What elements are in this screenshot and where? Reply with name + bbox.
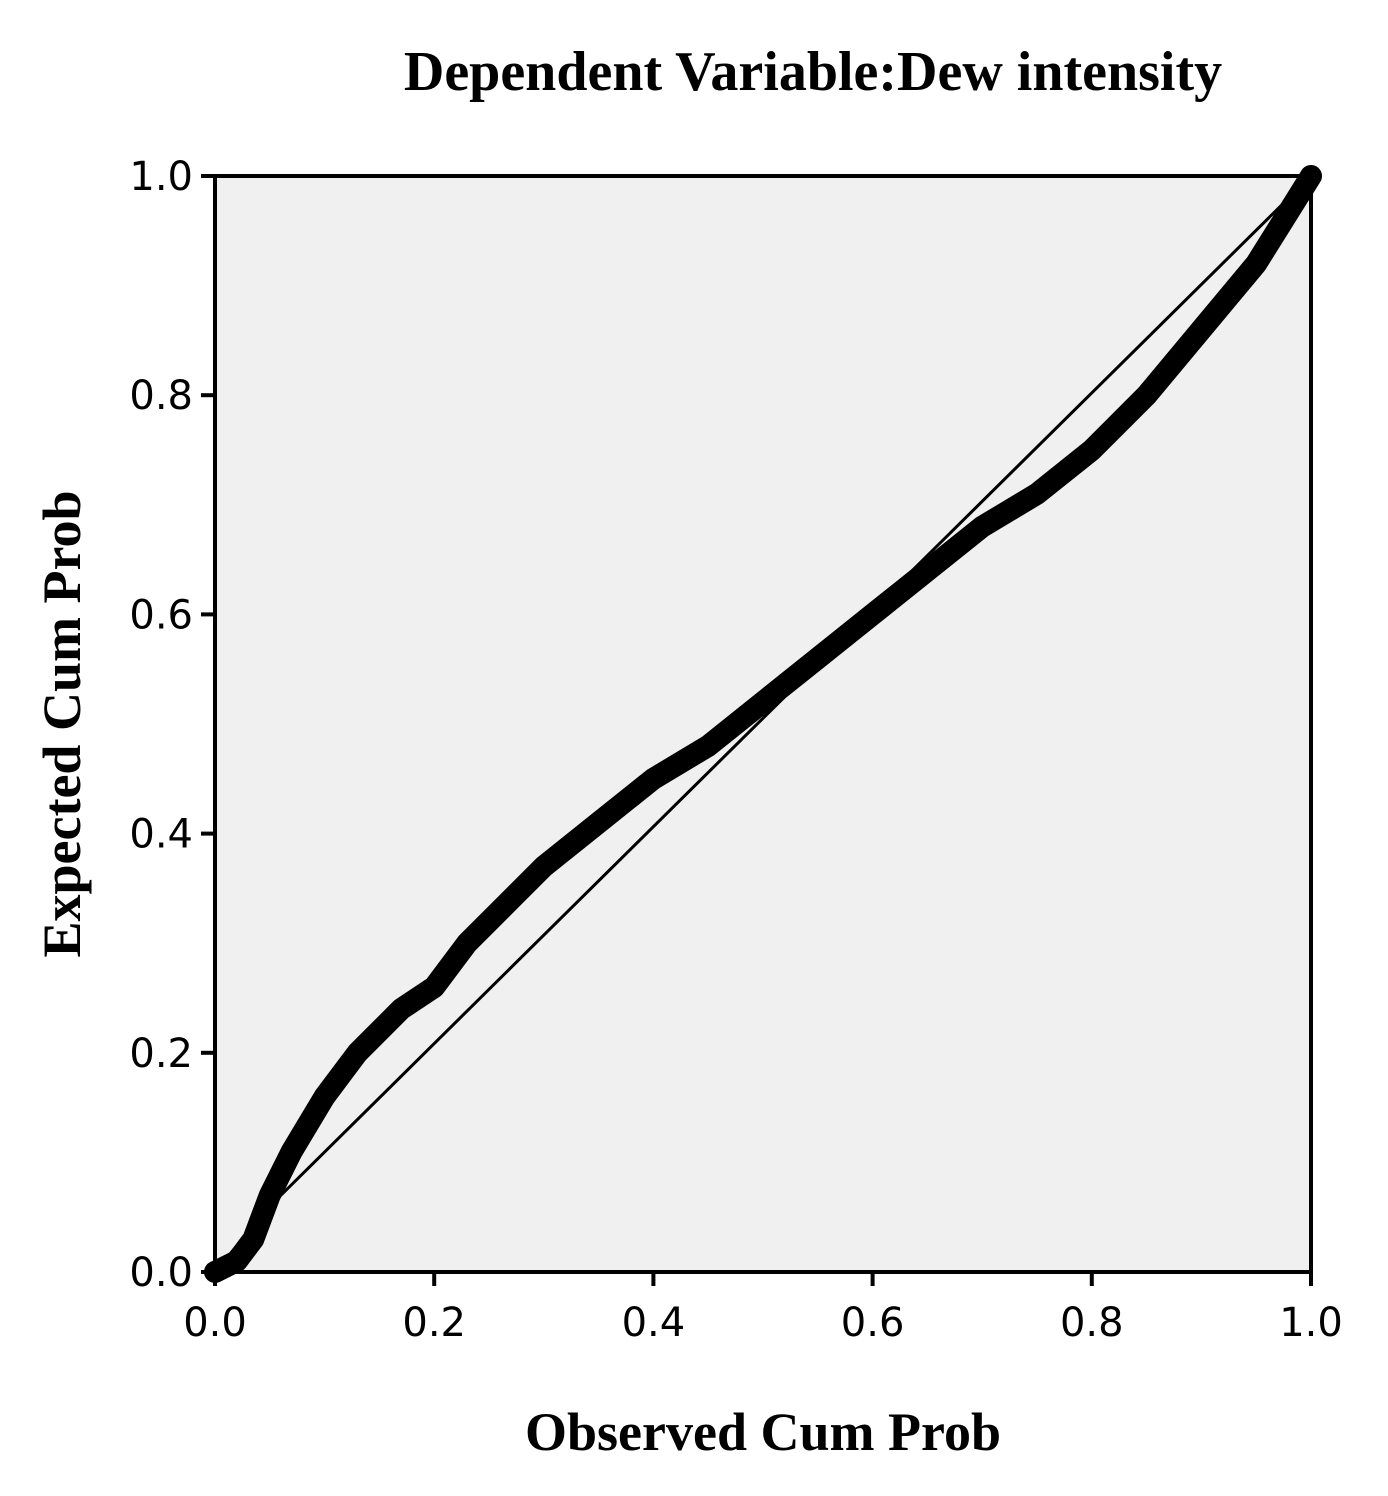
x-axis-label: Observed Cum Prob [525,1402,1001,1462]
observed-series-line [204,165,1322,1283]
x-tick-label: 0.8 [1060,1300,1124,1346]
chart-title: Dependent Variable:Dew intensity [404,41,1222,103]
y-axis-label: Expected Cum Prob [32,491,92,958]
x-tick-label: 0.6 [841,1300,905,1346]
y-tick-label: 1.0 [129,154,193,200]
y-tick-label: 0.4 [129,812,193,858]
y-tick-label: 0.0 [129,1250,193,1296]
x-tick-label: 0.0 [183,1300,247,1346]
y-tick-label: 0.6 [129,592,193,638]
y-tick-label: 0.2 [129,1031,193,1077]
x-tick-label: 0.4 [622,1300,686,1346]
y-tick-label: 0.8 [129,373,193,419]
x-tick-label: 1.0 [1279,1300,1343,1346]
y-axis-ticks: 0.0 0.2 0.4 0.6 0.8 1.0 [129,154,215,1296]
series-layer [204,165,1322,1283]
x-axis-ticks: 0.0 0.2 0.4 0.6 0.8 1.0 [183,1272,1343,1346]
x-tick-label: 0.2 [402,1300,466,1346]
